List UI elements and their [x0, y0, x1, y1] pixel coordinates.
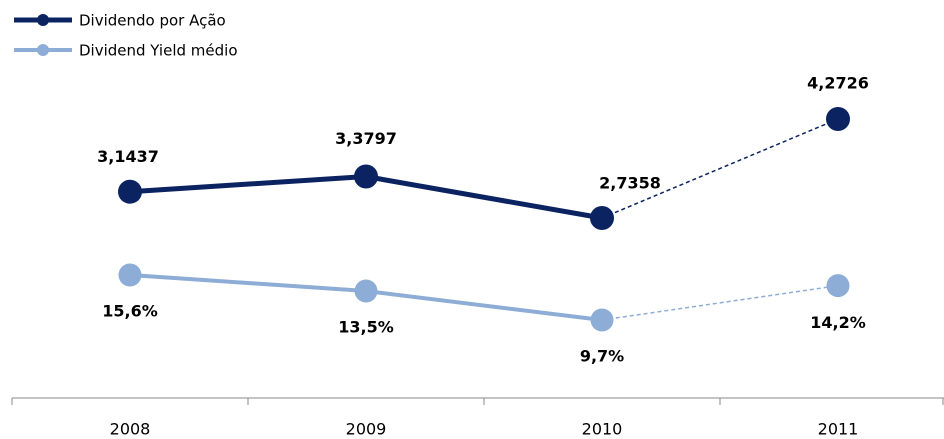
- line-projected: [601, 284, 839, 321]
- data-label: 13,5%: [338, 318, 394, 337]
- point: [354, 279, 378, 303]
- data-label: 14,2%: [810, 313, 866, 332]
- data-label: 15,6%: [102, 302, 158, 321]
- data-label: 3,3797: [335, 129, 397, 148]
- line-projected: [601, 118, 839, 219]
- data-label: 4,2726: [807, 74, 869, 93]
- point: [826, 274, 850, 298]
- x-tick-label: 2009: [346, 420, 387, 439]
- legend-marker: [37, 14, 49, 26]
- point: [354, 164, 378, 189]
- data-label: 2,7358: [599, 174, 661, 193]
- point: [590, 206, 614, 230]
- x-tick-label: 2011: [818, 420, 859, 439]
- legend-label: Dividend Yield médio: [79, 42, 238, 60]
- point: [826, 107, 850, 131]
- point: [118, 179, 142, 204]
- data-label: 9,7%: [580, 347, 624, 366]
- point: [590, 308, 614, 332]
- x-tick-label: 2008: [110, 420, 151, 439]
- point: [118, 263, 142, 287]
- legend-marker: [37, 44, 49, 56]
- x-tick-label: 2010: [582, 420, 623, 439]
- data-label: 3,1437: [97, 147, 159, 166]
- legend-label: Dividendo por Ação: [79, 12, 226, 30]
